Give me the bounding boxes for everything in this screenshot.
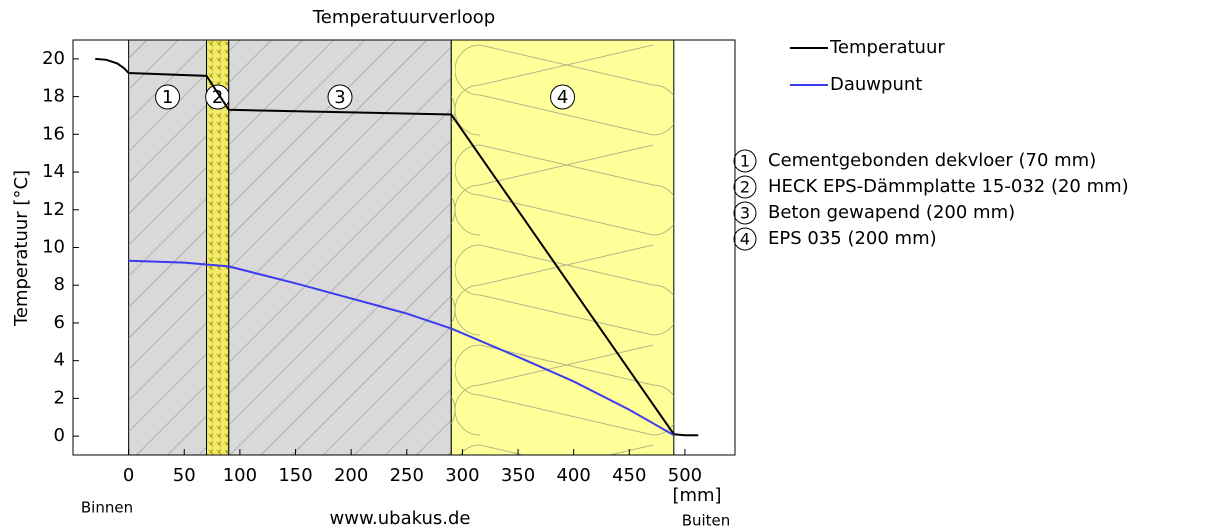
- inside-label: Binnen: [81, 499, 133, 517]
- layer-number: 3: [334, 87, 345, 108]
- y-tick-label: 14: [42, 161, 65, 182]
- y-tick-label: 8: [54, 274, 65, 295]
- layer-legend-number: 2: [740, 178, 750, 197]
- layer-legend-name: HECK EPS-Dämmplatte 15-032 (20 mm): [768, 176, 1129, 197]
- x-tick-label: 450: [612, 465, 646, 486]
- series-line: [95, 57, 699, 437]
- y-tick-label: 18: [42, 86, 65, 107]
- layer-legend-name: Beton gewapend (200 mm): [768, 202, 1015, 223]
- layer-legend-marker: [733, 149, 757, 173]
- y-axis-label: Temperatuur [°C]: [11, 170, 32, 327]
- legend-label: Dauwpunt: [830, 74, 922, 95]
- x-tick-label: 50: [173, 465, 196, 486]
- x-tick-label: 250: [390, 465, 424, 486]
- layer-legend-marker: [733, 201, 757, 225]
- layer-marker: [155, 84, 181, 110]
- chart-title: Temperatuurverloop: [312, 7, 495, 28]
- outside-label: Buiten: [682, 512, 731, 530]
- x-tick-label: 350: [501, 465, 535, 486]
- layer-marker: [327, 84, 353, 110]
- layer-number: 2: [212, 87, 223, 108]
- layer-legend-number: 3: [740, 204, 750, 223]
- x-tick-label: 150: [278, 465, 312, 486]
- x-tick-label: 200: [334, 465, 368, 486]
- layer-legend-marker: [733, 227, 757, 251]
- y-tick-label: 16: [42, 123, 65, 144]
- x-tick-label: 100: [223, 465, 257, 486]
- layer-legend-number: 4: [740, 230, 750, 249]
- y-tick-label: 20: [42, 48, 65, 69]
- y-tick-label: 10: [42, 237, 65, 258]
- legend-label: Temperatuur: [829, 37, 945, 58]
- series-line: [128, 259, 675, 437]
- layer-legend-name: EPS 035 (200 mm): [768, 228, 937, 249]
- source: www.ubakus.de: [330, 508, 471, 529]
- y-tick-label: 0: [54, 425, 65, 446]
- layer-number: 1: [162, 87, 173, 108]
- x-tick-label: 300: [445, 465, 479, 486]
- y-tick-label: 12: [42, 199, 65, 220]
- layer-number: 4: [557, 87, 568, 108]
- y-tick-label: 6: [54, 312, 65, 333]
- layer-marker: [550, 84, 576, 110]
- x-tick-label: 0: [123, 465, 134, 486]
- layer-legend-number: 1: [740, 152, 750, 171]
- layer-pattern: [206, 40, 229, 455]
- layer-legend-marker: [733, 175, 757, 199]
- y-tick-label: 2: [54, 387, 65, 408]
- x-tick-label: 500: [668, 465, 702, 486]
- y-tick-label: 4: [54, 350, 65, 371]
- layer-legend-name: Cementgebonden dekvloer (70 mm): [768, 150, 1096, 171]
- x-axis-label: [mm]: [672, 485, 721, 506]
- x-tick-label: 400: [556, 465, 590, 486]
